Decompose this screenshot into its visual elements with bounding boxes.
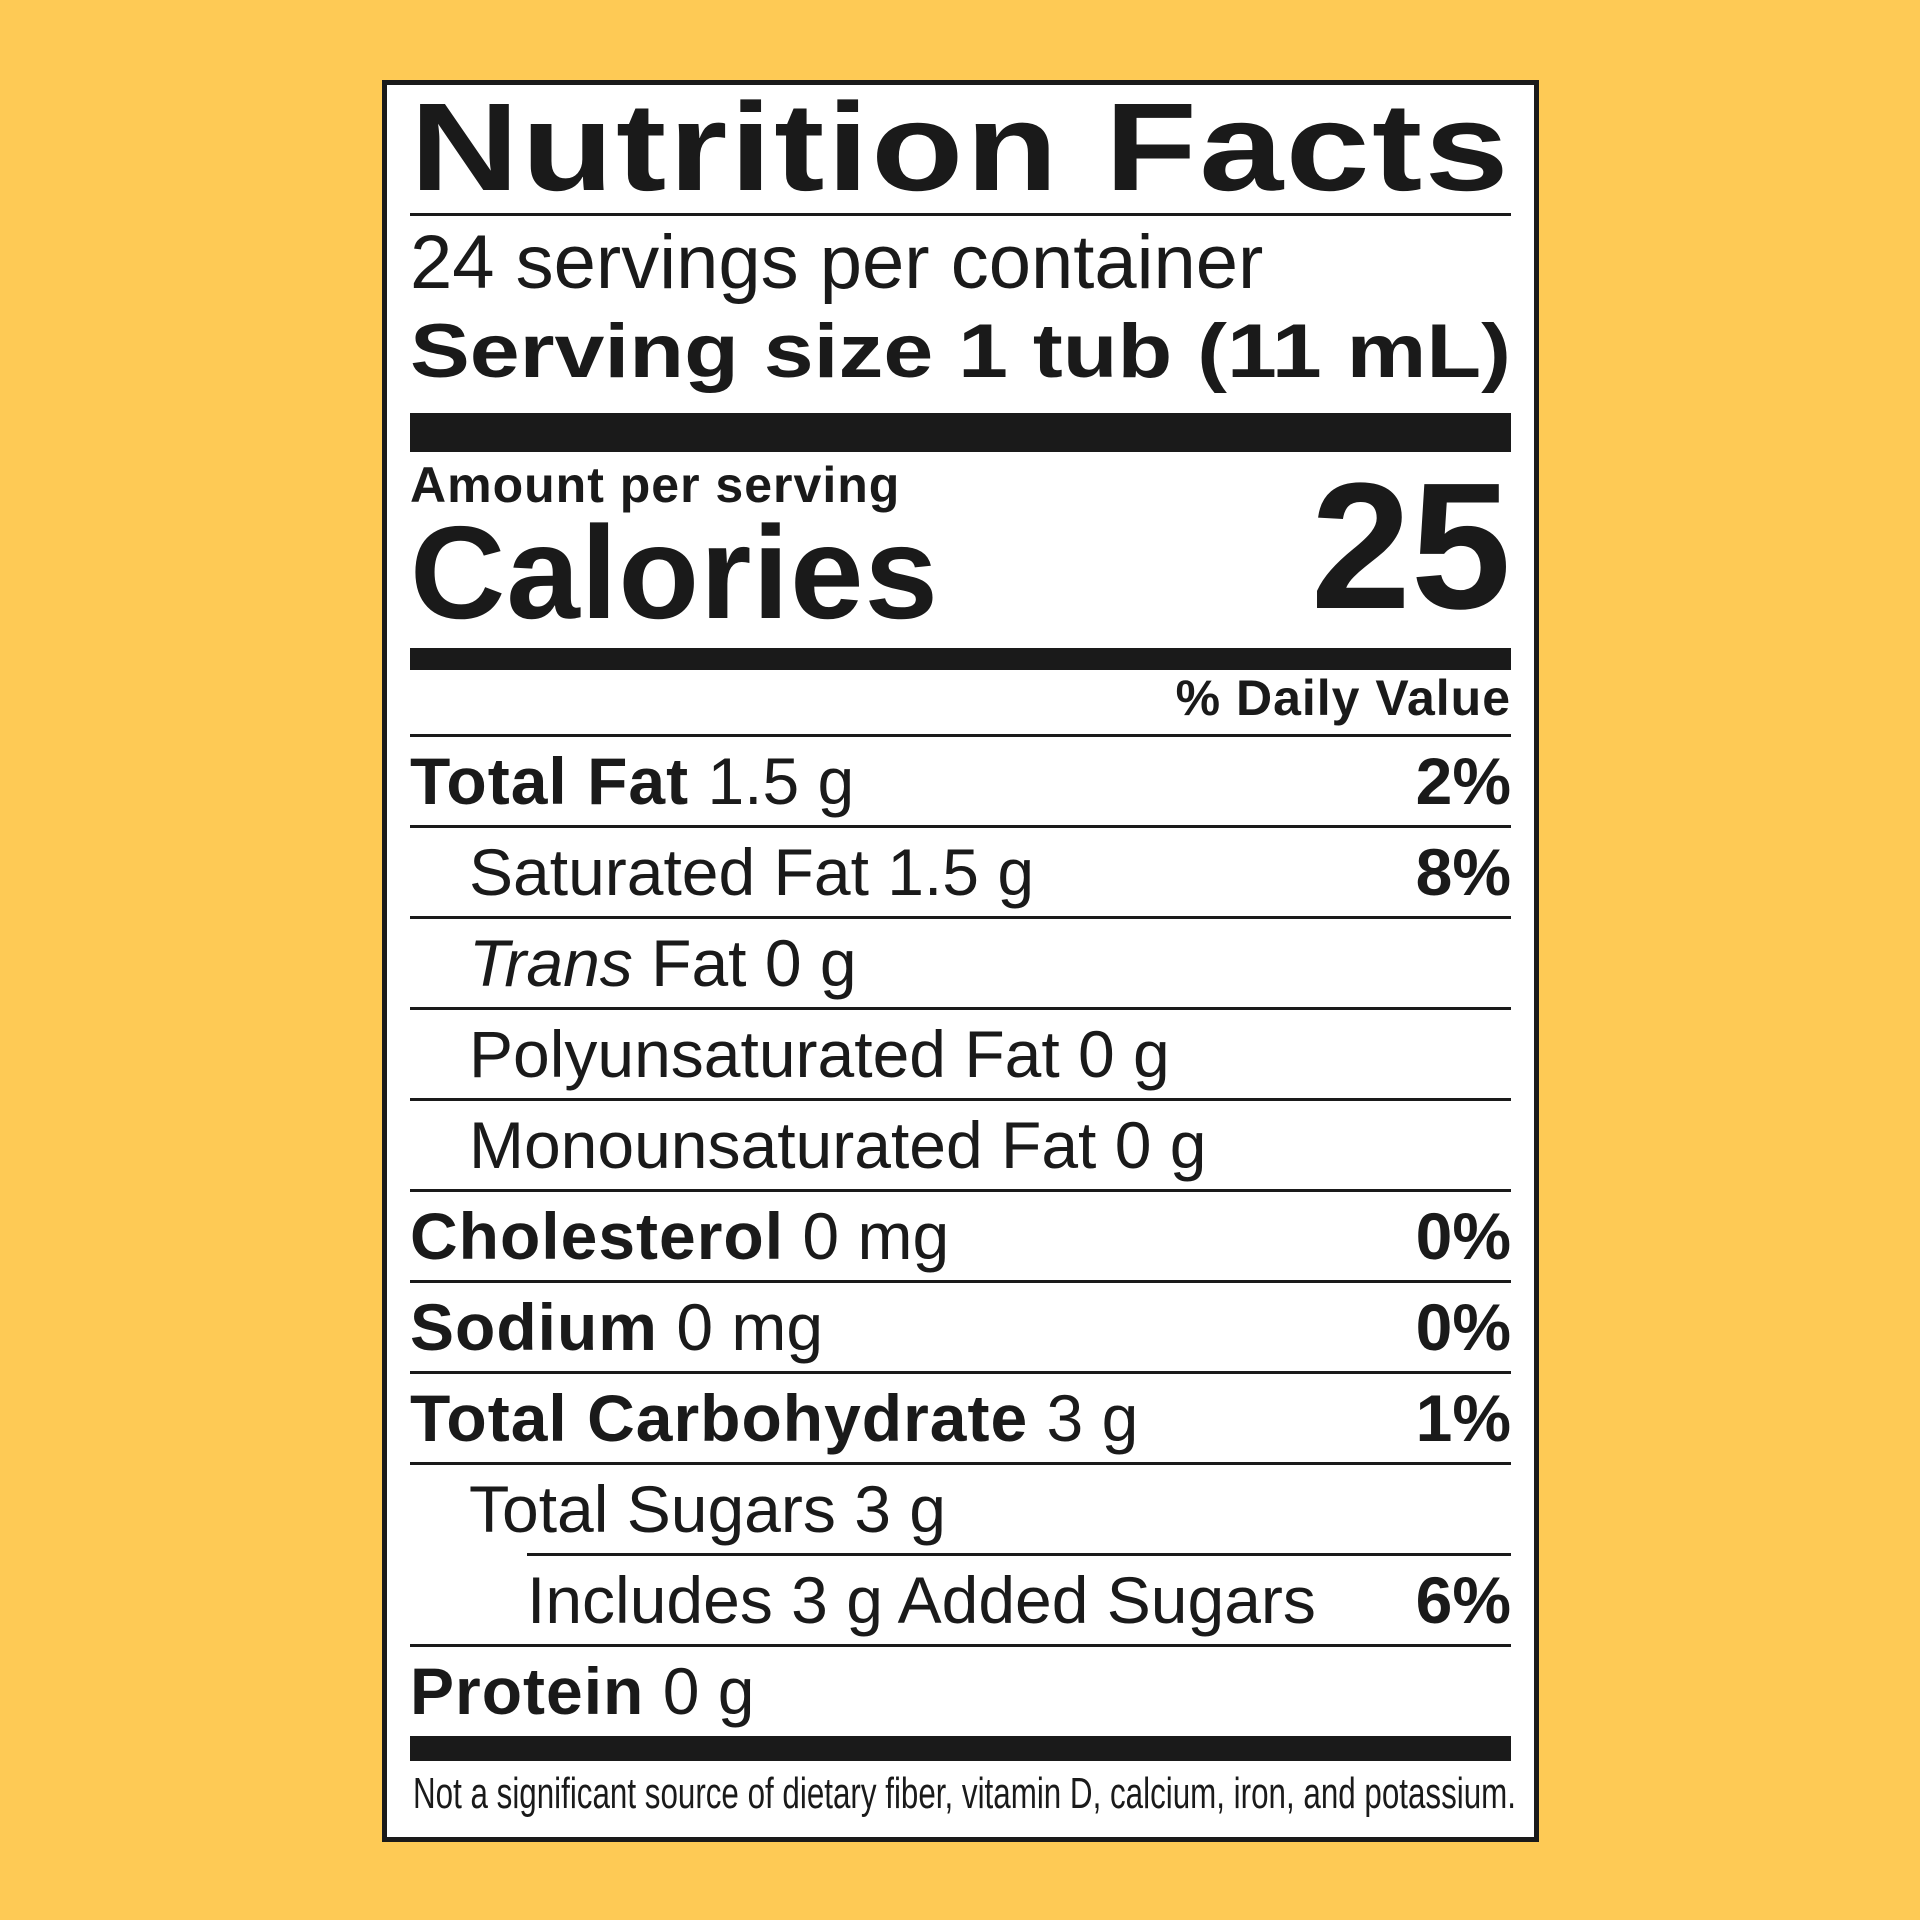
thick-divider bbox=[410, 413, 1511, 452]
serving-size: Serving size 1 tub (11 mL) bbox=[410, 309, 1511, 394]
nutrient-amount: 0 mg bbox=[676, 1290, 824, 1364]
nutrient-label: Protein bbox=[410, 1654, 645, 1728]
nutrient-label: Polyunsaturated Fat 0 g bbox=[469, 1017, 1170, 1091]
nutrient-label: Sodium bbox=[410, 1290, 658, 1364]
nutrient-row-total-sugars: Total Sugars 3 g bbox=[410, 1465, 1511, 1553]
amount-per-serving: Amount per serving bbox=[410, 457, 901, 513]
nutrient-row-sodium: Sodium 0 mg 0% bbox=[410, 1283, 1511, 1374]
daily-value-header: % Daily Value bbox=[1175, 670, 1511, 726]
divider bbox=[410, 734, 1511, 737]
daily-value: 1% bbox=[1415, 1381, 1511, 1455]
nutrient-label: Saturated Fat 1.5 g bbox=[469, 835, 1035, 909]
nutrient-label: Total Sugars 3 g bbox=[469, 1472, 946, 1546]
nutrient-row-added-sugars: Includes 3 g Added Sugars 6% bbox=[410, 1556, 1511, 1647]
nutrient-label: Total Fat bbox=[410, 744, 690, 818]
thick-divider bbox=[410, 1736, 1511, 1761]
divider bbox=[527, 1553, 1511, 1556]
footnote: Not a significant source of dietary fibe… bbox=[413, 1769, 1516, 1818]
nutrient-amount: 0 mg bbox=[802, 1199, 950, 1273]
nutrient-row-saturated-fat: Saturated Fat 1.5 g 8% bbox=[410, 828, 1511, 919]
divider bbox=[410, 213, 1511, 216]
daily-value: 2% bbox=[1415, 744, 1511, 818]
daily-value: 6% bbox=[1415, 1563, 1511, 1637]
daily-value: 0% bbox=[1415, 1290, 1511, 1364]
nutrient-label-italic: Trans bbox=[469, 926, 633, 1000]
nutrient-label: Monounsaturated Fat 0 g bbox=[469, 1108, 1207, 1182]
nutrient-row-polyunsaturated-fat: Polyunsaturated Fat 0 g bbox=[410, 1010, 1511, 1101]
nutrient-label: Total Carbohydrate bbox=[410, 1381, 1029, 1455]
title: Nutrition Facts bbox=[410, 78, 1511, 217]
nutrient-row-total-carbohydrate: Total Carbohydrate 3 g 1% bbox=[410, 1374, 1511, 1465]
nutrient-row-total-fat: Total Fat 1.5 g 2% bbox=[410, 737, 1511, 828]
nutrient-row-trans-fat: Trans Fat 0 g bbox=[410, 919, 1511, 1010]
nutrient-table: Total Fat 1.5 g 2% Saturated Fat 1.5 g 8% … bbox=[410, 737, 1511, 1735]
calories-label: Calories bbox=[410, 499, 939, 646]
nutrient-label: Cholesterol bbox=[410, 1199, 785, 1273]
nutrient-amount: 3 g bbox=[1046, 1381, 1139, 1455]
daily-value: 0% bbox=[1415, 1199, 1511, 1273]
nutrient-row-monounsaturated-fat: Monounsaturated Fat 0 g bbox=[410, 1101, 1511, 1192]
nutrient-label: Includes 3 g Added Sugars bbox=[527, 1563, 1316, 1637]
medium-divider bbox=[410, 648, 1511, 670]
nutrient-row-protein: Protein 0 g bbox=[410, 1647, 1511, 1735]
nutrition-facts-panel: Nutrition Facts 24 servings per containe… bbox=[382, 80, 1539, 1842]
nutrient-amount: 0 g bbox=[662, 1654, 755, 1728]
nutrient-amount: 1.5 g bbox=[707, 744, 855, 818]
nutrient-label: Fat 0 g bbox=[651, 926, 857, 1000]
servings-per-container: 24 servings per container bbox=[410, 220, 1264, 305]
calories-value: 25 bbox=[1310, 446, 1511, 647]
daily-value: 8% bbox=[1415, 835, 1511, 909]
nutrient-row-cholesterol: Cholesterol 0 mg 0% bbox=[410, 1192, 1511, 1283]
